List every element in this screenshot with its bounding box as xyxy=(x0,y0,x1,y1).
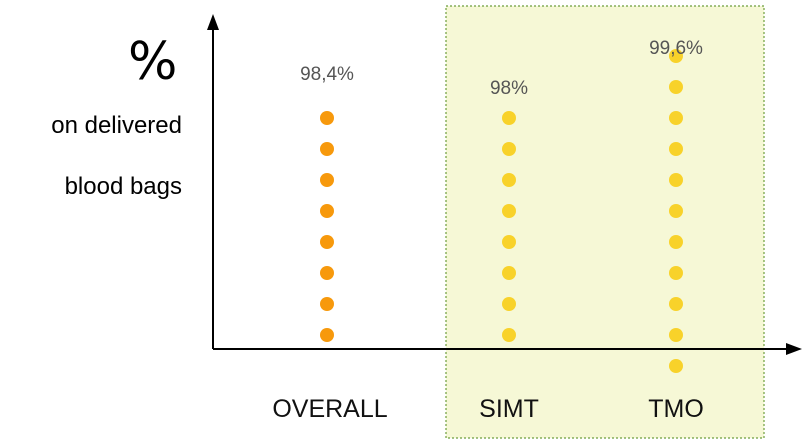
data-point-overall xyxy=(320,204,334,218)
data-point-overall xyxy=(320,111,334,125)
data-point-simt xyxy=(502,111,516,125)
data-point-simt xyxy=(502,266,516,280)
data-point-overall xyxy=(320,266,334,280)
data-label-tmo: 99,6% xyxy=(649,38,703,59)
data-point-overall xyxy=(320,173,334,187)
data-point-simt xyxy=(502,297,516,311)
data-point-tmo xyxy=(669,297,683,311)
data-point-simt xyxy=(502,142,516,156)
data-label-overall: 98,4% xyxy=(300,64,354,85)
data-point-overall xyxy=(320,142,334,156)
data-label-simt: 98% xyxy=(489,78,529,99)
highlight-region xyxy=(445,5,765,439)
y-axis-unit-symbol: % xyxy=(128,32,178,92)
data-point-tmo xyxy=(669,204,683,218)
y-axis-label-line2: blood bags xyxy=(64,173,182,200)
category-label-overall: OVERALL xyxy=(272,395,388,423)
y-axis-label-line1: on delivered xyxy=(51,112,182,139)
data-point-overall xyxy=(320,235,334,249)
data-point-overall xyxy=(320,328,334,342)
x-axis-arrow-icon xyxy=(786,343,802,355)
data-point-simt xyxy=(502,235,516,249)
data-point-tmo xyxy=(669,173,683,187)
data-point-simt xyxy=(502,328,516,342)
data-point-simt xyxy=(502,173,516,187)
data-point-tmo xyxy=(669,142,683,156)
data-point-simt xyxy=(502,204,516,218)
data-point-tmo xyxy=(669,359,683,373)
data-point-tmo xyxy=(669,266,683,280)
category-label-simt: SIMT xyxy=(479,395,539,423)
data-point-overall xyxy=(320,297,334,311)
data-point-tmo xyxy=(669,80,683,94)
y-axis-arrow-icon xyxy=(207,14,219,30)
data-point-tmo xyxy=(669,111,683,125)
data-point-tmo xyxy=(669,328,683,342)
data-point-tmo xyxy=(669,49,683,63)
data-point-tmo xyxy=(669,235,683,249)
category-label-tmo: TMO xyxy=(648,395,704,423)
